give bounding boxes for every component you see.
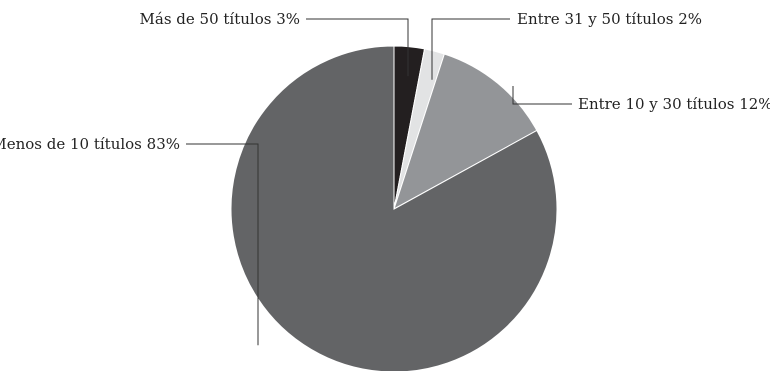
slice-label: Más de 50 títulos 3% <box>140 10 300 28</box>
pie-slice <box>393 53 538 211</box>
pie-slice <box>230 45 558 371</box>
leader-line <box>512 86 572 105</box>
slice-label: Entre 10 y 30 títulos 12% <box>578 95 770 113</box>
leader-line <box>431 18 510 80</box>
pie-slices <box>230 45 558 371</box>
leader-lines <box>186 18 572 346</box>
leader-line <box>186 143 259 346</box>
slice-label: Entre 31 y 50 títulos 2% <box>517 10 702 28</box>
slice-labels: Más de 50 títulos 3% Entre 31 y 50 título… <box>0 10 770 153</box>
leader-line <box>306 18 409 77</box>
slice-label: Menos de 10 títulos 83% <box>0 135 180 153</box>
